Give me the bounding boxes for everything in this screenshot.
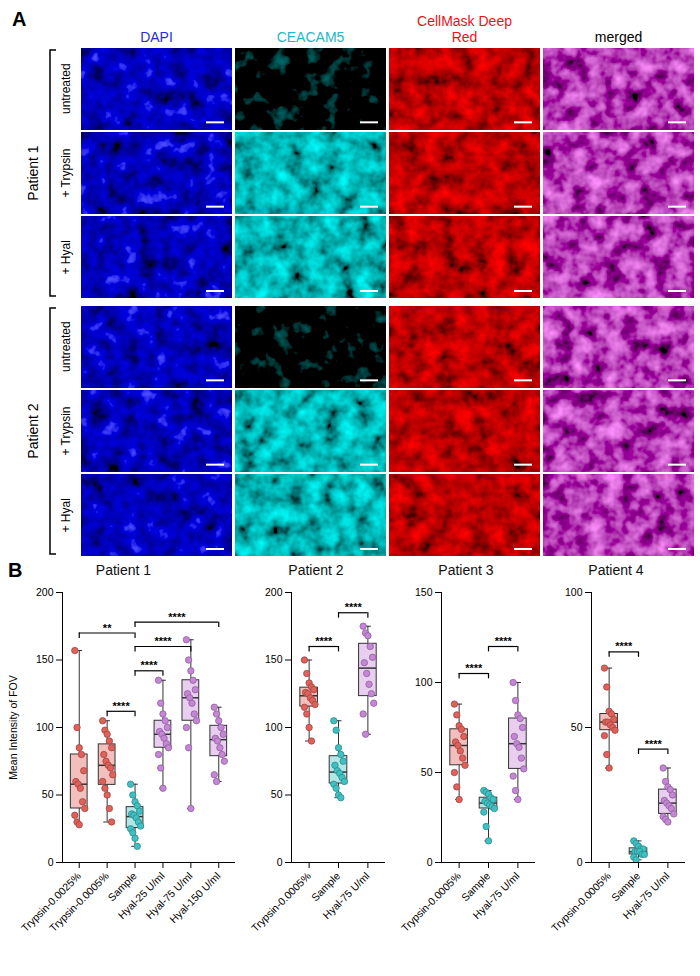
svg-text:Hyal-75 U/ml: Hyal-75 U/ml [320, 870, 371, 921]
svg-text:+ Hyal: + Hyal [59, 240, 73, 274]
svg-text:****: **** [495, 635, 513, 647]
svg-text:untreated: untreated [59, 321, 73, 372]
svg-text:Trypsin-0.0005%: Trypsin-0.0005% [249, 870, 313, 934]
svg-text:100: 100 [265, 721, 283, 733]
svg-text:150: 150 [415, 586, 433, 598]
svg-text:0: 0 [48, 856, 54, 868]
svg-text:Hyal-75 U/ml: Hyal-75 U/ml [620, 870, 671, 921]
svg-text:200: 200 [265, 586, 283, 598]
svg-text:Sample: Sample [458, 869, 493, 904]
svg-text:CEACAM5: CEACAM5 [277, 29, 345, 45]
svg-text:+ Trypsin: + Trypsin [59, 406, 73, 455]
svg-text:0: 0 [577, 856, 583, 868]
svg-text:Hyal-75 U/ml: Hyal-75 U/ml [470, 870, 521, 921]
svg-text:****: **** [168, 611, 186, 623]
svg-text:200: 200 [36, 586, 54, 598]
svg-text:100: 100 [415, 676, 433, 688]
svg-text:Mean Intensity of FOV: Mean Intensity of FOV [7, 675, 19, 779]
html-text:Patient 3: Patient 3 [438, 562, 494, 578]
svg-text:Hyal-25 U/ml: Hyal-25 U/ml [115, 869, 167, 921]
html-text:Patient 2: Patient 2 [288, 562, 344, 578]
svg-text:****: **** [140, 659, 158, 671]
svg-text:**: ** [103, 622, 112, 634]
svg-text:0: 0 [277, 856, 283, 868]
svg-text:100: 100 [565, 586, 583, 598]
svg-text:50: 50 [271, 788, 283, 800]
svg-text:****: **** [154, 635, 172, 647]
svg-text:100: 100 [36, 721, 54, 733]
svg-text:+ Trypsin: + Trypsin [59, 148, 73, 197]
svg-text:150: 150 [36, 653, 54, 665]
svg-text:Patient 1: Patient 1 [25, 145, 41, 200]
svg-text:merged: merged [595, 29, 642, 45]
svg-text:untreated: untreated [59, 63, 73, 114]
svg-text:50: 50 [571, 721, 583, 733]
svg-text:Hyal-75 U/ml: Hyal-75 U/ml [143, 869, 195, 921]
svg-text:150: 150 [265, 653, 283, 665]
svg-text:Sample: Sample [105, 869, 139, 904]
svg-text:Sample: Sample [608, 869, 643, 904]
svg-text:A: A [12, 8, 26, 30]
svg-text:Trypsin-0.0005%: Trypsin-0.0005% [399, 870, 463, 934]
svg-text:Red: Red [452, 29, 478, 45]
svg-text:Hyal-150 U/ml: Hyal-150 U/ml [167, 870, 223, 926]
svg-text:****: **** [113, 700, 131, 712]
svg-text:DAPI: DAPI [140, 29, 173, 45]
svg-text:Trypsin-0.0025%: Trypsin-0.0025% [18, 869, 83, 934]
html-text:B: B [8, 559, 23, 581]
svg-text:CellMask Deep: CellMask Deep [417, 13, 512, 29]
svg-text:Trypsin-0.0005%: Trypsin-0.0005% [47, 870, 111, 934]
svg-text:+ Hyal: + Hyal [59, 498, 73, 532]
svg-text:****: **** [345, 601, 363, 613]
svg-text:Patient 2: Patient 2 [25, 403, 41, 458]
svg-text:****: **** [645, 738, 663, 750]
svg-text:50: 50 [421, 766, 433, 778]
svg-text:****: **** [315, 635, 333, 647]
svg-text:****: **** [615, 640, 633, 652]
html-text:Patient 1: Patient 1 [95, 562, 152, 578]
html-text:Patient 4: Patient 4 [588, 562, 644, 578]
svg-text:0: 0 [427, 856, 433, 868]
svg-text:****: **** [465, 662, 483, 674]
svg-text:Sample: Sample [308, 869, 343, 904]
svg-text:Trypsin-0.0005%: Trypsin-0.0005% [549, 870, 613, 934]
svg-text:50: 50 [42, 788, 54, 800]
